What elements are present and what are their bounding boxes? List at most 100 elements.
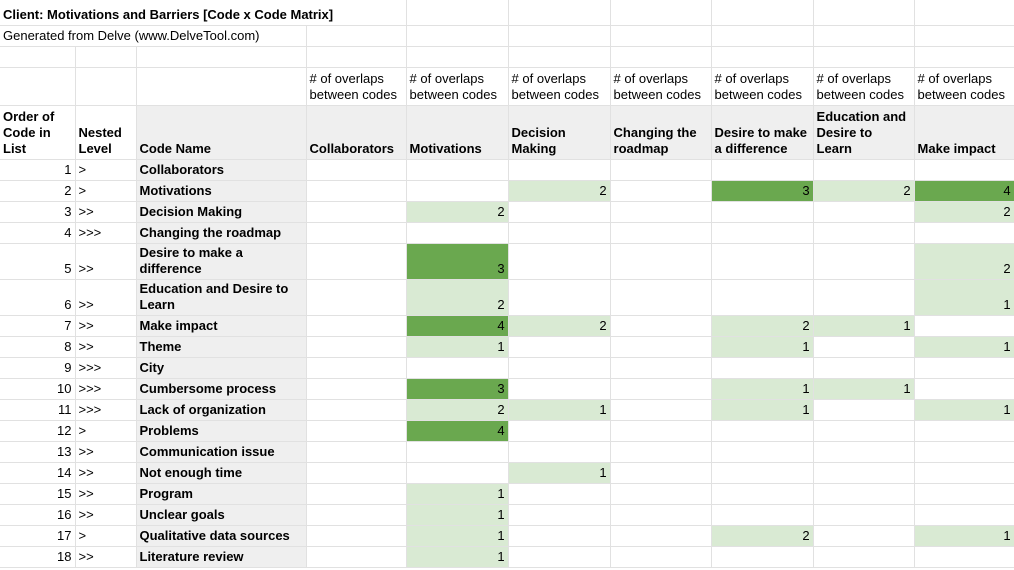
value-cell-r2-make-impact[interactable]: 4 [914,180,1014,202]
value-cell-r1-decision-making[interactable] [508,159,611,181]
value-cell-r18-make-impact[interactable] [914,546,1014,568]
col-header-desire-to-make-a-difference[interactable]: Desire to make a difference [711,105,814,160]
value-cell-r9-changing-the-roadmap[interactable] [610,357,712,379]
value-cell-r1-changing-the-roadmap[interactable] [610,159,712,181]
nested-level-cell-r15[interactable]: >> [75,483,137,505]
empty-cell[interactable] [136,67,307,106]
nested-level-cell-r12[interactable]: > [75,420,137,442]
value-cell-r17-motivations[interactable]: 1 [406,525,509,547]
value-cell-r6-changing-the-roadmap[interactable] [610,279,712,316]
nested-level-cell-r4[interactable]: >>> [75,222,137,244]
value-cell-r3-decision-making[interactable] [508,201,611,223]
value-cell-r17-decision-making[interactable] [508,525,611,547]
empty-cell[interactable] [610,25,712,47]
empty-cell[interactable] [0,46,76,68]
value-cell-r10-education-and-desire-to-learn[interactable]: 1 [813,378,915,400]
value-cell-r7-make-impact[interactable] [914,315,1014,337]
value-cell-r1-make-impact[interactable] [914,159,1014,181]
code-name-cell-r3[interactable]: Decision Making [136,201,307,223]
nested-level-cell-r2[interactable]: > [75,180,137,202]
value-cell-r17-changing-the-roadmap[interactable] [610,525,712,547]
value-cell-r8-make-impact[interactable]: 1 [914,336,1014,358]
code-name-cell-r14[interactable]: Not enough time [136,462,307,484]
value-cell-r12-collaborators[interactable] [306,420,407,442]
col-header-education-and-desire-to-learn[interactable]: Education and Desire to Learn [813,105,915,160]
value-cell-r16-motivations[interactable]: 1 [406,504,509,526]
order-cell-r18[interactable]: 18 [0,546,76,568]
value-cell-r3-make-impact[interactable]: 2 [914,201,1014,223]
code-name-cell-r17[interactable]: Qualitative data sources [136,525,307,547]
code-name-cell-r13[interactable]: Communication issue [136,441,307,463]
col-header-code-name[interactable]: Code Name [136,105,307,160]
value-cell-r18-education-and-desire-to-learn[interactable] [813,546,915,568]
value-cell-r7-collaborators[interactable] [306,315,407,337]
nested-level-cell-r10[interactable]: >>> [75,378,137,400]
empty-cell[interactable] [306,46,407,68]
value-cell-r9-decision-making[interactable] [508,357,611,379]
value-cell-r3-education-and-desire-to-learn[interactable] [813,201,915,223]
value-cell-r15-motivations[interactable]: 1 [406,483,509,505]
value-cell-r8-collaborators[interactable] [306,336,407,358]
value-cell-r13-desire-to-make-a-difference[interactable] [711,441,814,463]
value-cell-r11-decision-making[interactable]: 1 [508,399,611,421]
value-cell-r12-desire-to-make-a-difference[interactable] [711,420,814,442]
value-cell-r9-education-and-desire-to-learn[interactable] [813,357,915,379]
order-cell-r10[interactable]: 10 [0,378,76,400]
overlap-label-cell-changing-the-roadmap[interactable]: # of overlaps between codes [610,67,712,106]
value-cell-r16-desire-to-make-a-difference[interactable] [711,504,814,526]
value-cell-r12-decision-making[interactable] [508,420,611,442]
value-cell-r15-education-and-desire-to-learn[interactable] [813,483,915,505]
value-cell-r8-education-and-desire-to-learn[interactable] [813,336,915,358]
value-cell-r17-education-and-desire-to-learn[interactable] [813,525,915,547]
value-cell-r5-education-and-desire-to-learn[interactable] [813,243,915,280]
code-name-cell-r4[interactable]: Changing the roadmap [136,222,307,244]
order-cell-r8[interactable]: 8 [0,336,76,358]
value-cell-r12-changing-the-roadmap[interactable] [610,420,712,442]
code-name-cell-r12[interactable]: Problems [136,420,307,442]
value-cell-r2-decision-making[interactable]: 2 [508,180,611,202]
value-cell-r3-desire-to-make-a-difference[interactable] [711,201,814,223]
value-cell-r14-collaborators[interactable] [306,462,407,484]
value-cell-r4-desire-to-make-a-difference[interactable] [711,222,814,244]
value-cell-r8-decision-making[interactable] [508,336,611,358]
sheet-title-cell[interactable]: Client: Motivations and Barriers [Code x… [0,0,407,26]
empty-cell[interactable] [75,46,137,68]
value-cell-r14-changing-the-roadmap[interactable] [610,462,712,484]
value-cell-r4-decision-making[interactable] [508,222,611,244]
value-cell-r15-decision-making[interactable] [508,483,611,505]
col-header-order[interactable]: Order of Code in List [0,105,76,160]
value-cell-r5-make-impact[interactable]: 2 [914,243,1014,280]
value-cell-r4-changing-the-roadmap[interactable] [610,222,712,244]
value-cell-r17-desire-to-make-a-difference[interactable]: 2 [711,525,814,547]
empty-cell[interactable] [610,46,712,68]
overlap-label-cell-desire-to-make-a-difference[interactable]: # of overlaps between codes [711,67,814,106]
value-cell-r2-education-and-desire-to-learn[interactable]: 2 [813,180,915,202]
nested-level-cell-r17[interactable]: > [75,525,137,547]
value-cell-r9-collaborators[interactable] [306,357,407,379]
nested-level-cell-r16[interactable]: >> [75,504,137,526]
col-header-collaborators[interactable]: Collaborators [306,105,407,160]
value-cell-r7-desire-to-make-a-difference[interactable]: 2 [711,315,814,337]
value-cell-r6-make-impact[interactable]: 1 [914,279,1014,316]
value-cell-r4-make-impact[interactable] [914,222,1014,244]
value-cell-r10-make-impact[interactable] [914,378,1014,400]
value-cell-r2-collaborators[interactable] [306,180,407,202]
value-cell-r17-make-impact[interactable]: 1 [914,525,1014,547]
value-cell-r17-collaborators[interactable] [306,525,407,547]
order-cell-r5[interactable]: 5 [0,243,76,280]
value-cell-r11-desire-to-make-a-difference[interactable]: 1 [711,399,814,421]
nested-level-cell-r11[interactable]: >>> [75,399,137,421]
nested-level-cell-r13[interactable]: >> [75,441,137,463]
value-cell-r2-motivations[interactable] [406,180,509,202]
empty-cell[interactable] [914,25,1014,47]
col-header-nested-level[interactable]: Nested Level [75,105,137,160]
order-cell-r1[interactable]: 1 [0,159,76,181]
value-cell-r18-motivations[interactable]: 1 [406,546,509,568]
empty-cell[interactable] [306,25,407,47]
value-cell-r5-changing-the-roadmap[interactable] [610,243,712,280]
order-cell-r4[interactable]: 4 [0,222,76,244]
order-cell-r16[interactable]: 16 [0,504,76,526]
empty-cell[interactable] [711,46,814,68]
nested-level-cell-r18[interactable]: >> [75,546,137,568]
sheet-subtitle-cell[interactable]: Generated from Delve (www.DelveTool.com) [0,25,307,47]
